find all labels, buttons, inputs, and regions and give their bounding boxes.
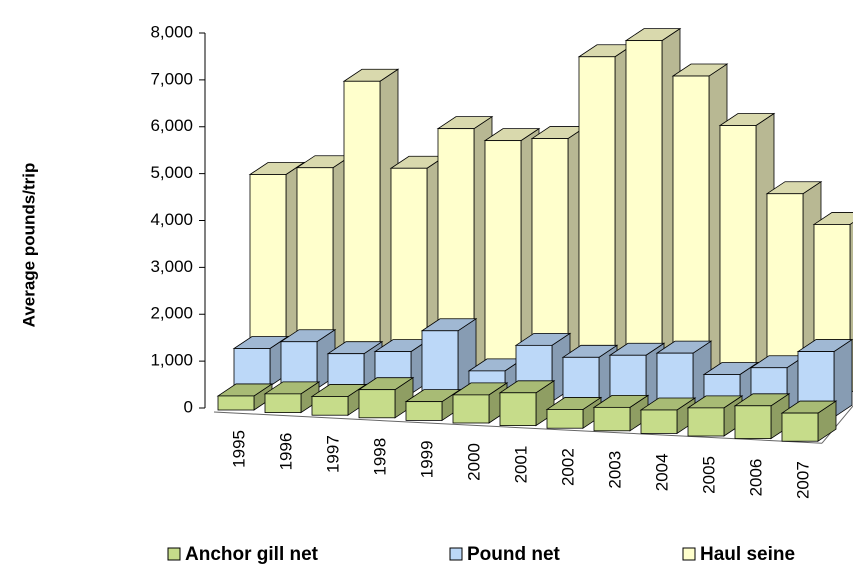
bar: [561, 344, 619, 405]
x-tick-label: 2007: [793, 461, 812, 499]
bar: [279, 328, 337, 390]
y-tick-label: 3,000: [150, 257, 193, 276]
bar: [232, 335, 290, 387]
bar-front: [280, 341, 318, 390]
bar-front: [452, 394, 490, 424]
y-tick-label: 5,000: [150, 163, 193, 182]
x-tick-label: 2000: [464, 443, 483, 481]
x-tick-label: 2001: [511, 446, 530, 484]
bar-front: [421, 330, 459, 397]
bar: [733, 393, 791, 440]
bar: [671, 63, 729, 387]
x-tick-label: 2003: [605, 451, 624, 489]
bar-front: [484, 140, 522, 376]
bar-front: [578, 56, 616, 381]
bar-front: [781, 412, 819, 442]
legend-swatch: [167, 547, 181, 561]
bar: [592, 394, 650, 432]
bar-front: [311, 396, 349, 416]
bar-front: [499, 392, 537, 427]
y-axis-label: Average pounds/trip: [19, 163, 38, 328]
bar: [624, 27, 682, 384]
bar-front: [358, 389, 396, 419]
bar: [342, 68, 400, 368]
bar-front: [719, 125, 757, 389]
bar-side: [833, 338, 853, 418]
bar-front: [249, 174, 287, 363]
x-tick-label: 2005: [699, 456, 718, 494]
y-tick-label: 7,000: [150, 69, 193, 88]
bar-front: [233, 348, 271, 387]
x-tick-label: 2002: [558, 448, 577, 486]
bar: [498, 380, 556, 427]
bar: [404, 388, 462, 422]
bar-front: [672, 75, 710, 386]
bar-front: [405, 401, 443, 421]
bar-front: [562, 356, 600, 405]
bar: [577, 44, 635, 381]
legend-label: Haul seine: [700, 544, 795, 565]
bar-front: [640, 409, 678, 434]
bar: [263, 381, 321, 414]
x-tick-label: 1998: [370, 438, 389, 476]
legend-label: Pound net: [467, 544, 561, 565]
bar: [310, 383, 368, 416]
y-tick-label: 4,000: [150, 210, 193, 229]
bar: [780, 400, 838, 442]
y-tick-label: 8,000: [150, 22, 193, 41]
bar: [545, 396, 603, 429]
x-tick-label: 2004: [652, 453, 671, 491]
legend-label: Anchor gill net: [185, 544, 319, 565]
bar: [216, 383, 274, 411]
bar-front: [343, 80, 381, 368]
bar-front: [217, 395, 255, 411]
bar-front: [593, 406, 631, 432]
bar: [718, 112, 776, 389]
bar-front: [264, 393, 302, 414]
x-tick-label: 1996: [276, 433, 295, 471]
floor-edge: [213, 411, 823, 444]
bar-front: [625, 40, 663, 384]
y-tick-label: 2,000: [150, 304, 193, 323]
bar-front: [546, 409, 584, 429]
x-tick-label: 1999: [417, 440, 436, 478]
y-tick-label: 1,000: [150, 351, 193, 370]
y-tick-label: 6,000: [150, 116, 193, 135]
legend-swatch: [682, 547, 696, 561]
x-tick-label: 1995: [229, 430, 248, 468]
bar: [420, 318, 478, 398]
x-tick-label: 1997: [323, 435, 342, 473]
bar-front: [734, 405, 772, 440]
bar-front: [687, 407, 725, 437]
y-tick-label: 0: [184, 397, 193, 416]
x-tick-label: 2006: [746, 459, 765, 497]
legend-swatch: [449, 547, 463, 561]
